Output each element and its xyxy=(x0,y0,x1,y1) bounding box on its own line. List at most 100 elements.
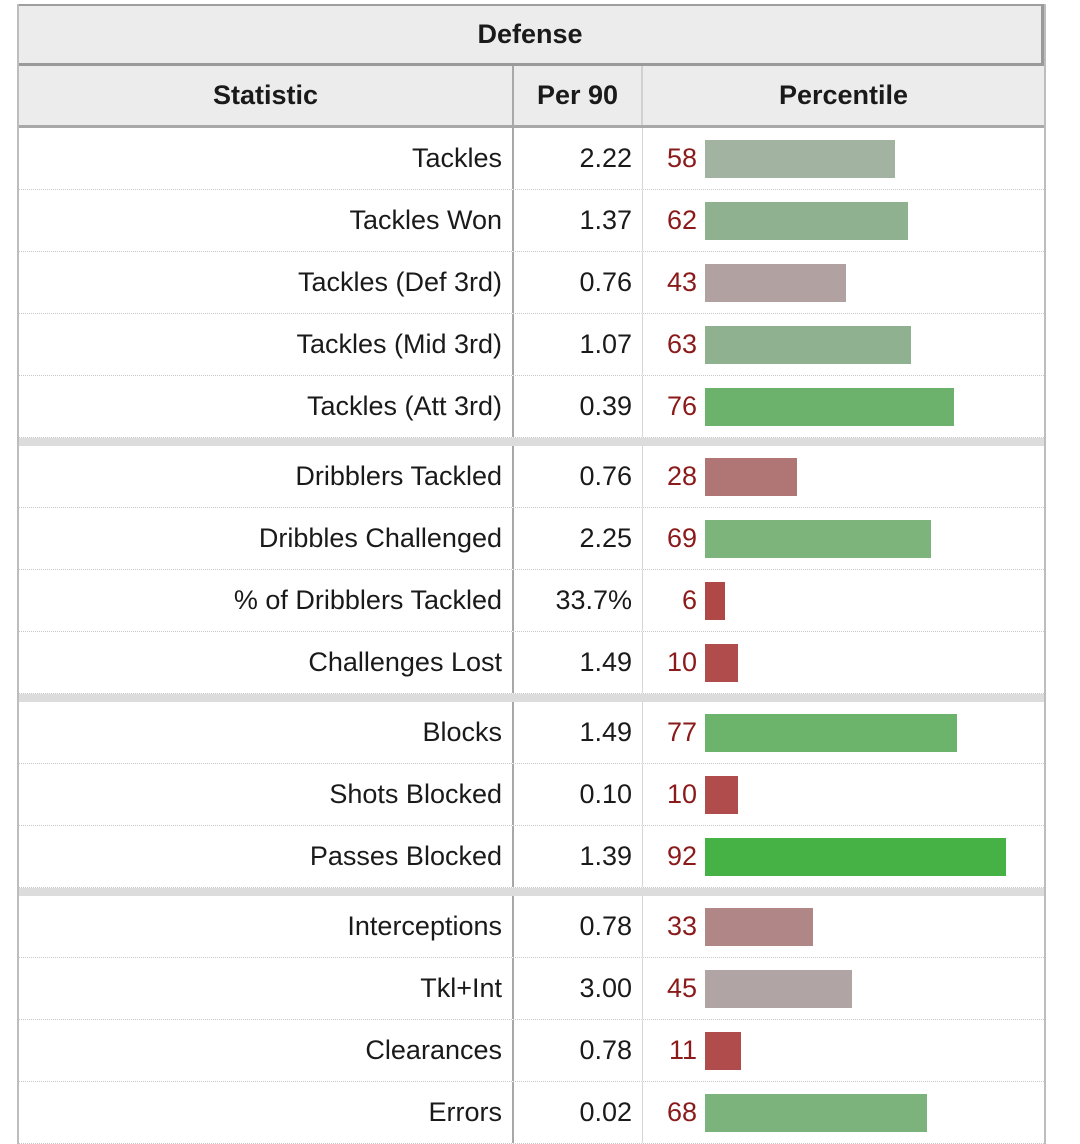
stat-name: Dribbles Challenged xyxy=(19,508,514,569)
statistic-column-header[interactable]: Statistic xyxy=(19,66,514,125)
table-row: Errors 0.02 68 xyxy=(19,1082,1044,1144)
table-row: Tackles (Def 3rd) 0.76 43 xyxy=(19,252,1044,314)
percentile-bar xyxy=(705,775,738,814)
percentile-bar-track xyxy=(705,581,1036,620)
per90-value: 0.78 xyxy=(514,896,643,957)
percentile-bar xyxy=(705,519,931,558)
stat-name: Clearances xyxy=(19,1020,514,1081)
stat-name: % of Dribblers Tackled xyxy=(19,570,514,631)
per90-value: 33.7% xyxy=(514,570,643,631)
percentile-cell: 28 xyxy=(643,446,1044,507)
percentile-value: 58 xyxy=(666,143,697,173)
per90-value: 0.39 xyxy=(514,376,643,437)
stat-name: Passes Blocked xyxy=(19,826,514,887)
percentile-bar xyxy=(705,837,1006,876)
table-row: Tackles 2.22 58 xyxy=(19,128,1044,190)
per90-value: 1.49 xyxy=(514,702,643,763)
per90-value: 1.39 xyxy=(514,826,643,887)
percentile-cell: 76 xyxy=(643,376,1044,437)
percentile-bar xyxy=(705,907,813,946)
per90-value: 0.78 xyxy=(514,1020,643,1081)
percentile-cell: 10 xyxy=(643,632,1044,693)
percentile-value: 63 xyxy=(666,329,697,359)
percentile-column-header[interactable]: Percentile xyxy=(778,80,909,110)
table-row: Dribblers Tackled 0.76 28 xyxy=(19,446,1044,508)
per90-value: 0.76 xyxy=(514,252,643,313)
percentile-bar xyxy=(705,581,725,620)
percentile-bar-track xyxy=(705,643,1036,682)
percentile-cell: 63 xyxy=(643,314,1044,375)
percentile-cell: 43 xyxy=(643,252,1044,313)
percentile-bar-track xyxy=(705,775,1036,814)
table-row: Challenges Lost 1.49 10 xyxy=(19,632,1044,694)
percentile-bar-track xyxy=(705,201,1036,240)
percentile-value: 77 xyxy=(666,717,697,747)
table-row: Tackles Won 1.37 62 xyxy=(19,190,1044,252)
percentile-bar-track xyxy=(705,387,1036,426)
per90-value: 3.00 xyxy=(514,958,643,1019)
stat-name: Blocks xyxy=(19,702,514,763)
stat-name: Challenges Lost xyxy=(19,632,514,693)
table-row: Clearances 0.78 11 xyxy=(19,1020,1044,1082)
percentile-bar-track xyxy=(705,713,1036,752)
percentile-cell: 10 xyxy=(643,764,1044,825)
percentile-bar-track xyxy=(705,139,1036,178)
per90-value: 1.07 xyxy=(514,314,643,375)
percentile-cell: 69 xyxy=(643,508,1044,569)
percentile-bar xyxy=(705,325,911,364)
percentile-bar xyxy=(705,969,852,1008)
table-row: Passes Blocked 1.39 92 xyxy=(19,826,1044,888)
percentile-bar xyxy=(705,1031,741,1070)
percentile-value: 10 xyxy=(666,647,697,677)
per90-value: 0.10 xyxy=(514,764,643,825)
percentile-cell: 45 xyxy=(643,958,1044,1019)
per90-column-header[interactable]: Per 90 xyxy=(514,66,643,125)
percentile-value: 62 xyxy=(666,205,697,235)
percentile-bar xyxy=(705,139,895,178)
percentile-cell: 62 xyxy=(643,190,1044,251)
stat-name: Shots Blocked xyxy=(19,764,514,825)
percentile-cell: 68 xyxy=(643,1082,1044,1143)
per90-value: 1.49 xyxy=(514,632,643,693)
percentile-value: 28 xyxy=(666,461,697,491)
group-separator xyxy=(19,694,1044,702)
stat-name: Dribblers Tackled xyxy=(19,446,514,507)
stat-name: Interceptions xyxy=(19,896,514,957)
stat-name: Tkl+Int xyxy=(19,958,514,1019)
percentile-bar-track xyxy=(705,325,1036,364)
defense-stats-table: Defense Statistic Per 90 Percentile Tack… xyxy=(17,4,1046,1144)
table-row: Dribbles Challenged 2.25 69 xyxy=(19,508,1044,570)
table-body: Tackles 2.22 58 Tackles Won 1.37 62 Tackles (D… xyxy=(19,128,1044,1144)
table-row: Blocks 1.49 77 xyxy=(19,702,1044,764)
stat-name: Tackles (Def 3rd) xyxy=(19,252,514,313)
table-row: Interceptions 0.78 33 xyxy=(19,896,1044,958)
table-row: Shots Blocked 0.10 10 xyxy=(19,764,1044,826)
percentile-value: 11 xyxy=(668,1035,697,1065)
per90-value: 2.25 xyxy=(514,508,643,569)
stat-name: Tackles xyxy=(19,128,514,189)
percentile-bar-track xyxy=(705,457,1036,496)
section-title: Defense xyxy=(19,4,1044,66)
percentile-cell: 11 xyxy=(643,1020,1044,1081)
percentile-cell: 92 xyxy=(643,826,1044,887)
stat-name: Errors xyxy=(19,1082,514,1143)
group-separator xyxy=(19,438,1044,446)
percentile-bar-track xyxy=(705,837,1036,876)
percentile-bar xyxy=(705,1093,927,1132)
percentile-value: 76 xyxy=(666,391,697,421)
percentile-bar xyxy=(705,387,954,426)
per90-value: 0.02 xyxy=(514,1082,643,1143)
stat-name: Tackles (Att 3rd) xyxy=(19,376,514,437)
stat-name: Tackles Won xyxy=(19,190,514,251)
group-separator xyxy=(19,888,1044,896)
table-row: Tkl+Int 3.00 45 xyxy=(19,958,1044,1020)
percentile-value: 33 xyxy=(666,911,697,941)
percentile-bar-track xyxy=(705,969,1036,1008)
percentile-value: 92 xyxy=(666,841,697,871)
percentile-value: 6 xyxy=(681,585,697,615)
percentile-bar-track xyxy=(705,519,1036,558)
percentile-bar xyxy=(705,263,846,302)
percentile-bar xyxy=(705,201,908,240)
table-row: Tackles (Mid 3rd) 1.07 63 xyxy=(19,314,1044,376)
stat-name: Tackles (Mid 3rd) xyxy=(19,314,514,375)
